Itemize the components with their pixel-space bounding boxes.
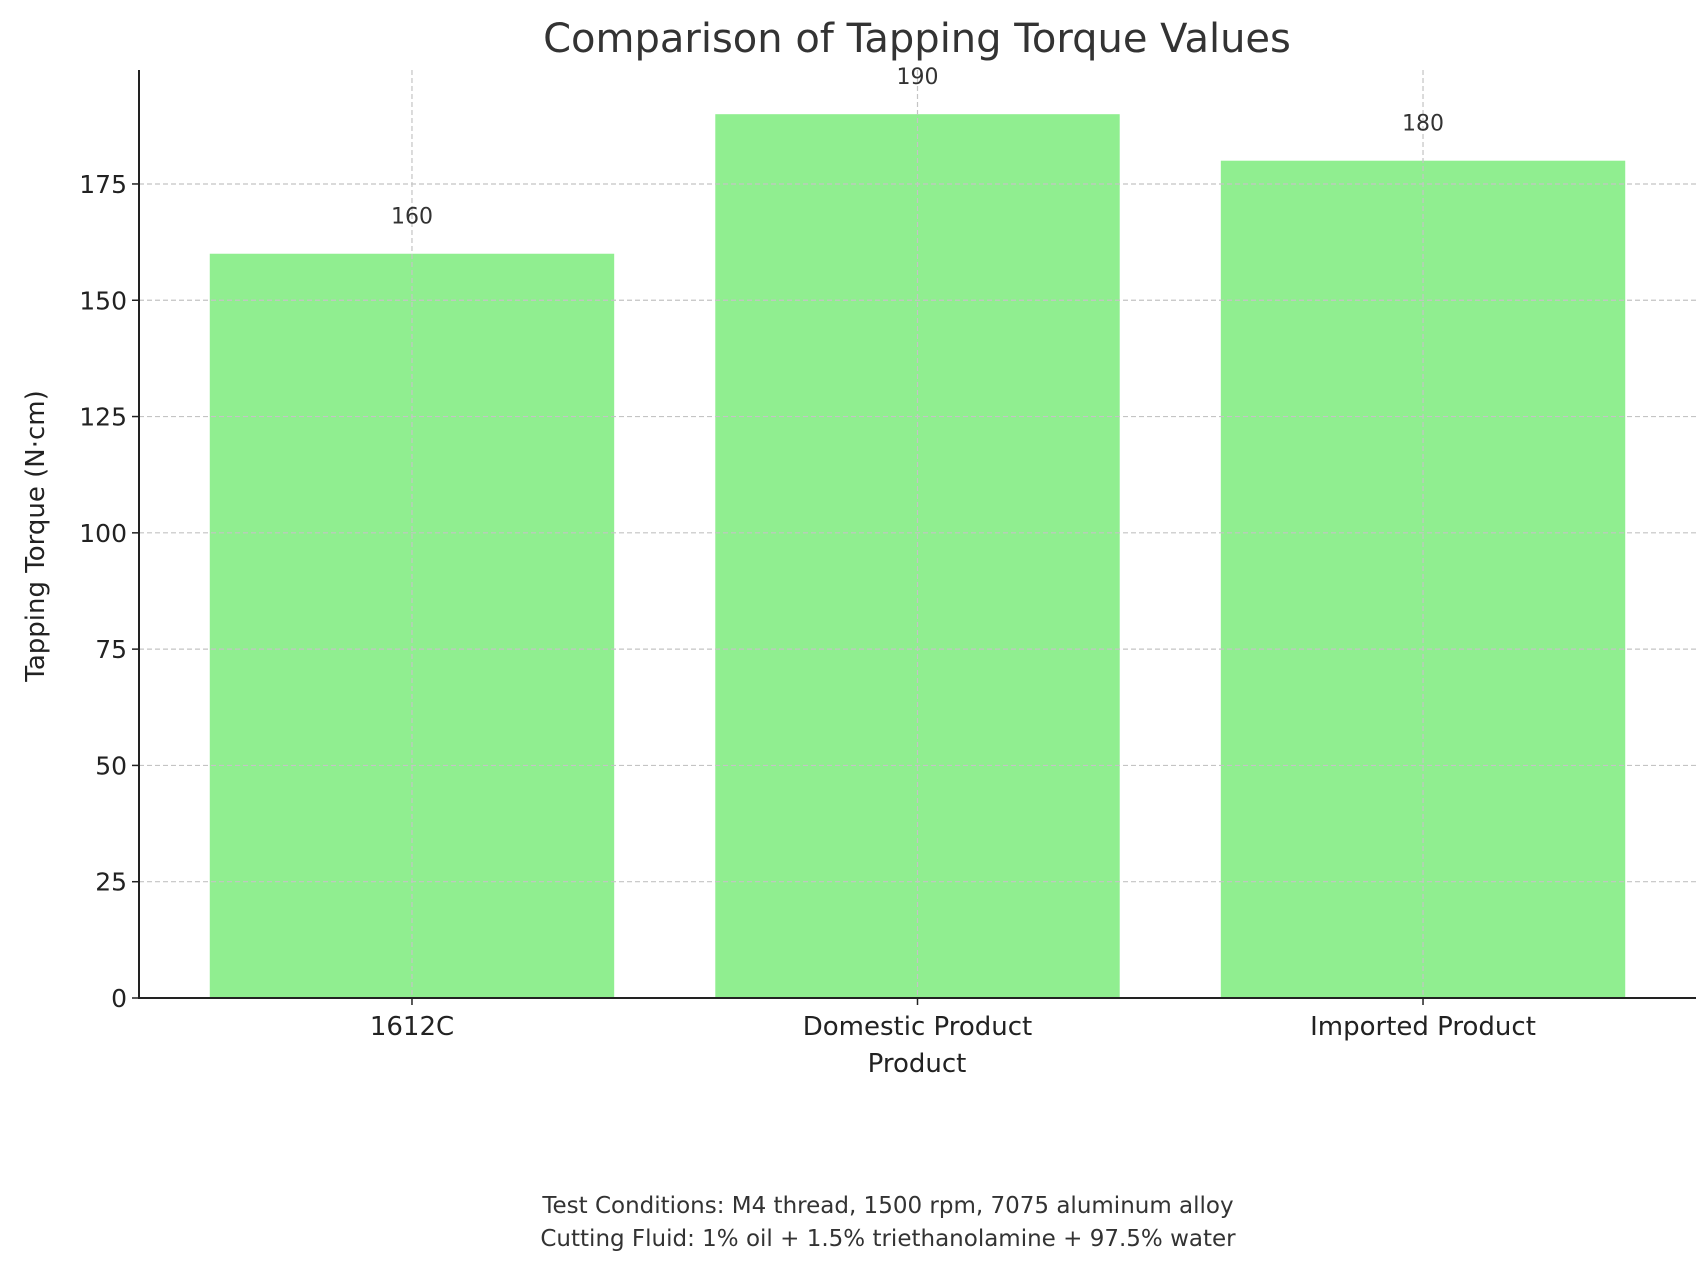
x-ticks: 1612C Domestic Product Imported Product <box>370 998 1536 1042</box>
y-tick-label: 75 <box>95 635 127 664</box>
y-tick-label: 25 <box>95 868 127 897</box>
x-tick-label: Domestic Product <box>803 1012 1033 1042</box>
y-tick-label: 100 <box>79 519 127 548</box>
y-tick-label: 125 <box>79 403 127 432</box>
y-tick-label: 50 <box>95 751 127 780</box>
y-tick-label: 150 <box>79 286 127 315</box>
data-label: 190 <box>897 65 939 90</box>
x-tick-label: Imported Product <box>1310 1012 1536 1042</box>
x-axis-label: Product <box>868 1049 967 1079</box>
y-tick-label: 0 <box>111 984 127 1013</box>
footnote-line-2: Cutting Fluid: 1% oil + 1.5% triethanola… <box>540 1226 1236 1252</box>
grid <box>139 70 1696 998</box>
data-label: 180 <box>1402 112 1444 137</box>
chart-title: Comparison of Tapping Torque Values <box>543 16 1291 62</box>
data-label: 160 <box>391 205 433 230</box>
footnote-line-1: Test Conditions: M4 thread, 1500 rpm, 70… <box>541 1193 1233 1219</box>
y-ticks: 0 25 50 75 100 125 150 175 <box>79 170 139 1013</box>
y-tick-label: 175 <box>79 170 127 199</box>
y-axis-label: Tapping Torque (N·cm) <box>21 390 51 682</box>
data-labels: 160 190 180 <box>391 65 1444 230</box>
x-tick-label: 1612C <box>370 1012 454 1042</box>
